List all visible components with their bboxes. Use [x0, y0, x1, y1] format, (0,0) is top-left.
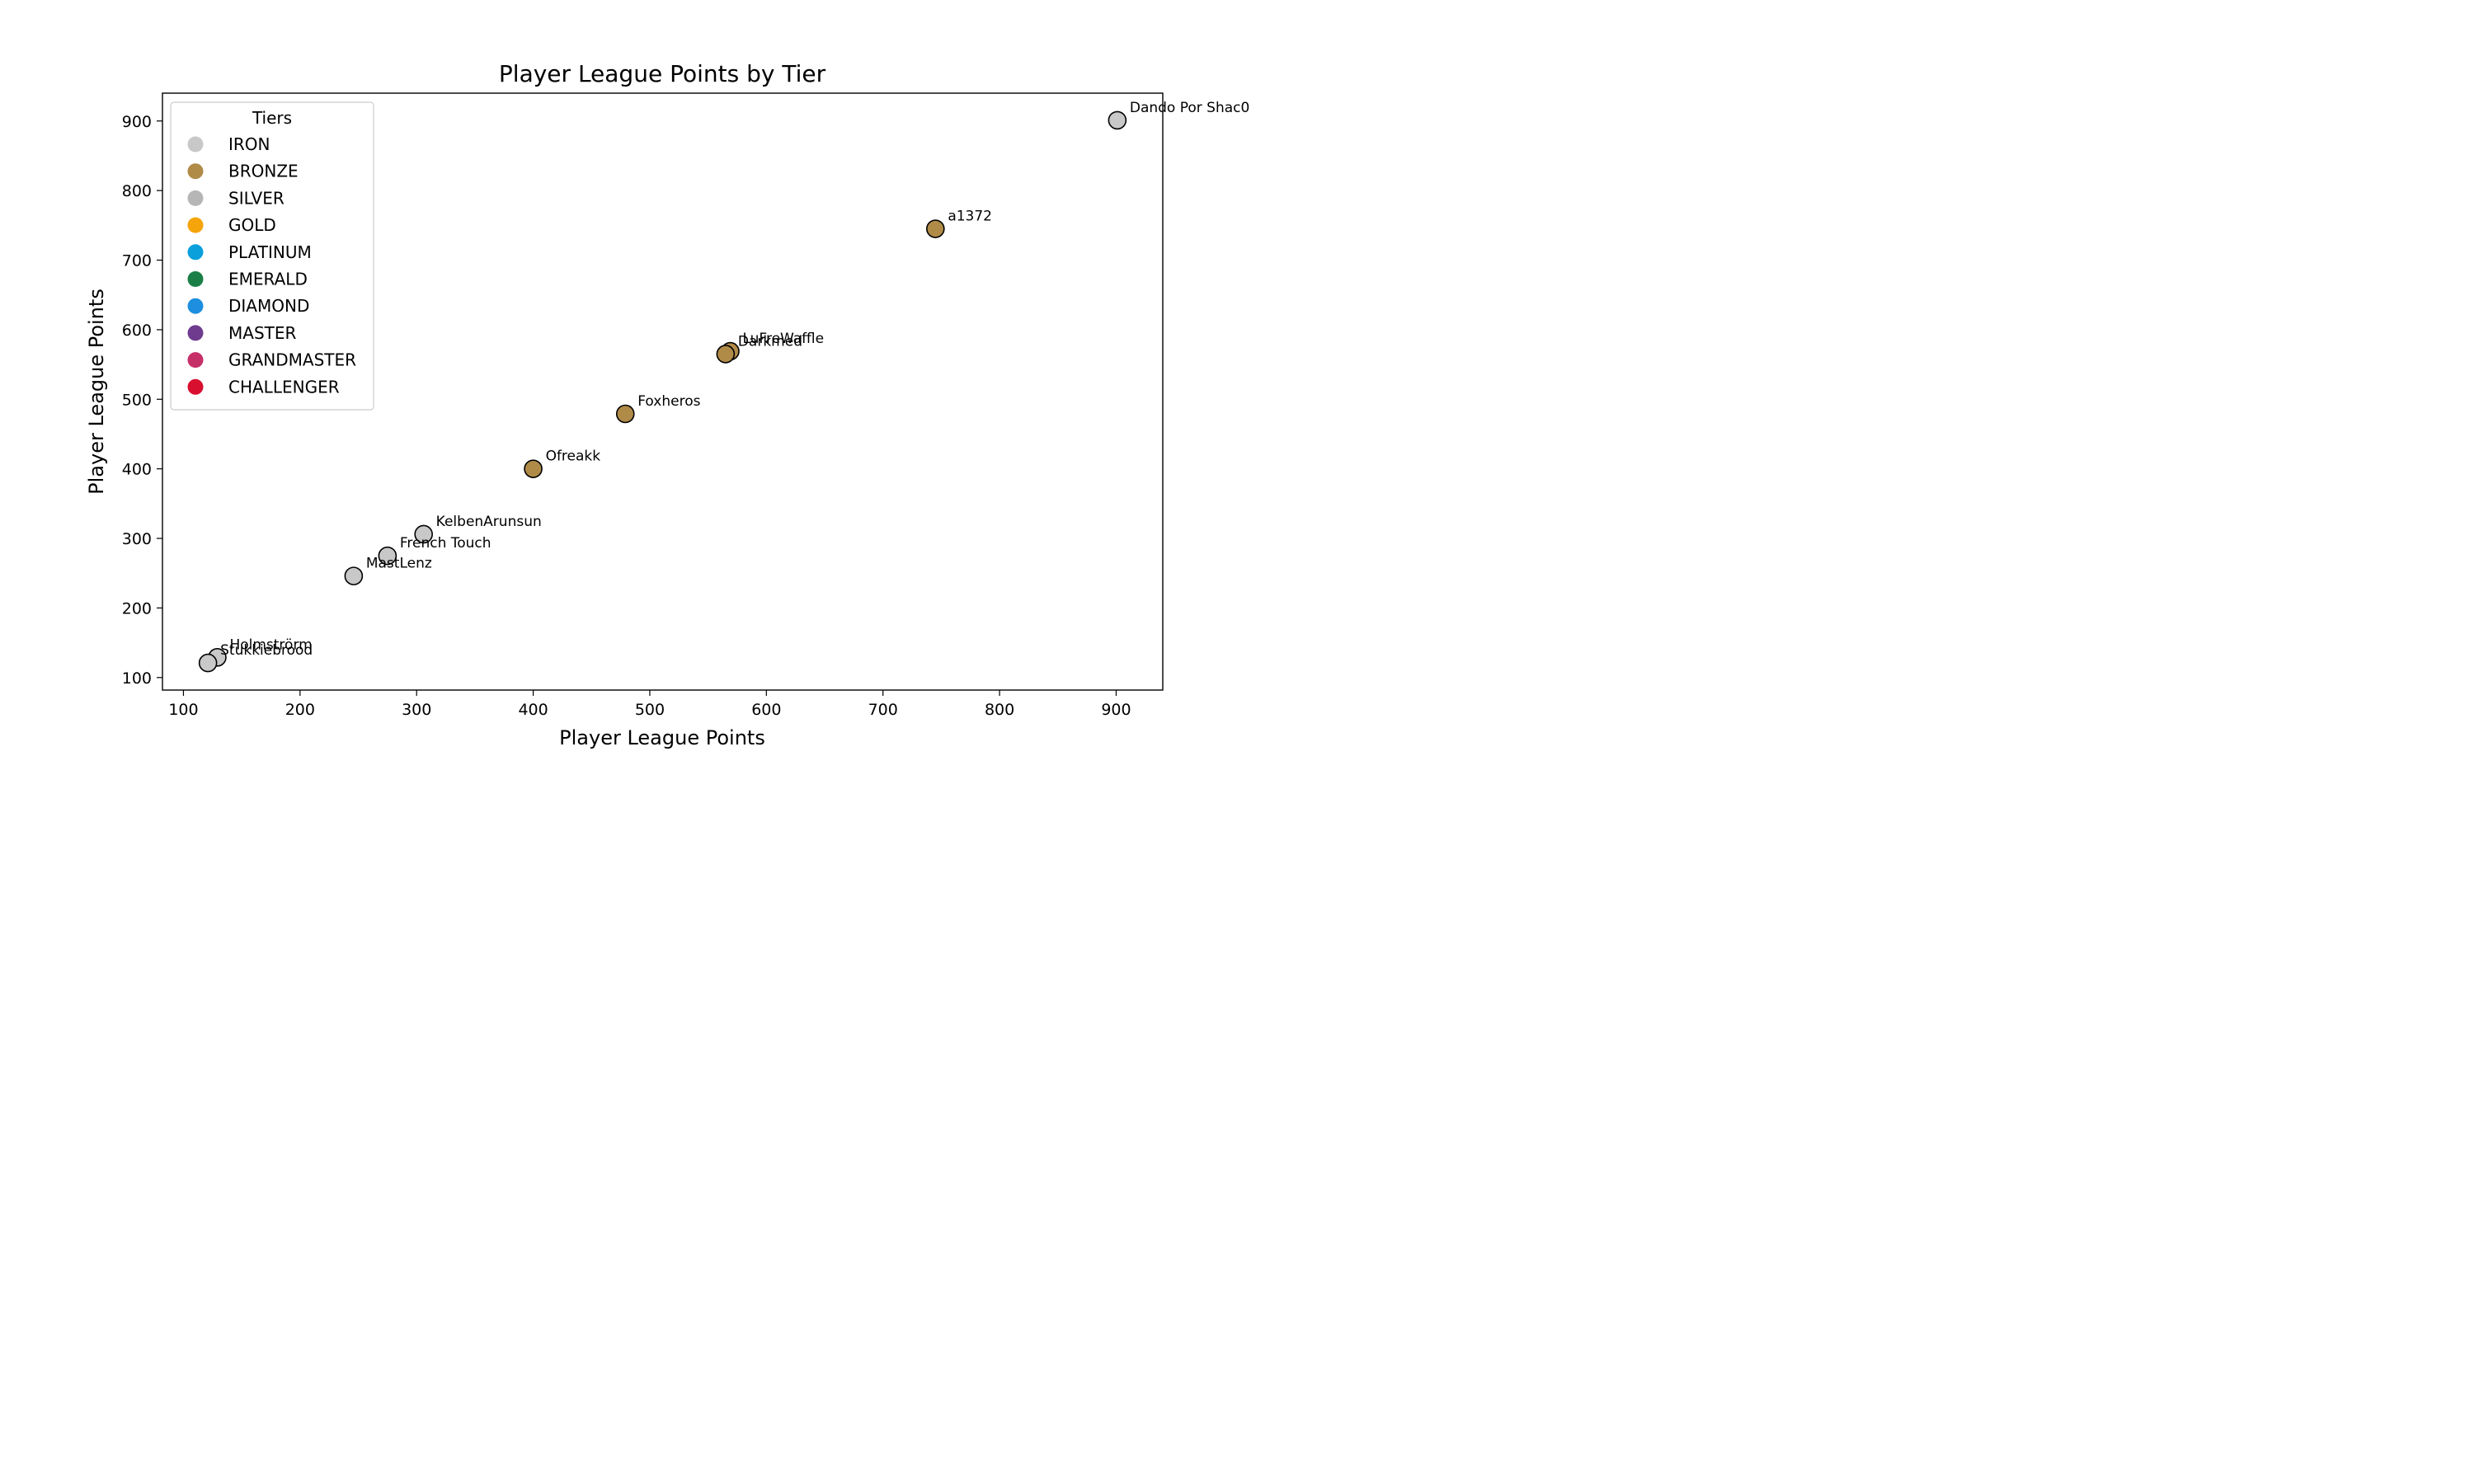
- x-tick-label: 400: [518, 701, 548, 719]
- point-label: Holmströrm: [229, 636, 312, 653]
- x-tick-label: 700: [868, 701, 898, 719]
- legend-marker: [187, 136, 204, 153]
- legend-entry-label: SILVER: [228, 188, 285, 208]
- legend-entry-label: GOLD: [228, 215, 276, 235]
- x-tick-label: 600: [751, 701, 781, 719]
- y-tick-label: 600: [122, 322, 152, 340]
- legend-marker: [187, 352, 204, 369]
- legend-entry-label: EMERALD: [228, 270, 308, 289]
- data-point: [198, 653, 218, 673]
- data-point: [524, 459, 543, 478]
- data-point: [378, 546, 397, 566]
- legend-marker: [187, 271, 204, 287]
- x-tick-label: 800: [985, 701, 1014, 719]
- axis-ticks: 100 200 300 400 500 600 700 800 900 100 200 300 400 5…: [122, 113, 1131, 719]
- legend-entry-label: DIAMOND: [228, 296, 309, 316]
- point-label: Darkmed: [738, 333, 802, 350]
- y-tick-label: 800: [122, 182, 152, 200]
- legend-marker: [187, 244, 204, 261]
- legend-marker: [187, 190, 204, 206]
- legend-marker: [187, 378, 204, 395]
- point-label: Stukkiebrood: [220, 642, 313, 659]
- point-label: Dando Por Shac0: [1130, 100, 1249, 116]
- data-point: [344, 566, 364, 585]
- point-label: Foxheros: [637, 393, 700, 410]
- legend-entry-label: BRONZE: [228, 162, 299, 181]
- scatter-chart: Player League Points by Tier Dando Por S…: [0, 0, 1280, 772]
- y-axis-label: Player League Points: [85, 289, 108, 495]
- point-label: KelbenArunsun: [436, 514, 542, 530]
- point-label: French Touch: [400, 535, 492, 552]
- x-tick-label: 300: [402, 701, 431, 719]
- legend-title: Tiers: [252, 108, 292, 128]
- chart-container: Player League Points by Tier Dando Por S…: [0, 0, 1280, 772]
- legend-entry-label: PLATINUM: [228, 242, 312, 262]
- y-tick-label: 700: [122, 252, 152, 270]
- x-tick-label: 200: [285, 701, 315, 719]
- point-label: MastLenz: [366, 556, 432, 572]
- legend: Tiers IRON BRONZE SILVER GOLD PLATINUM EMERALD…: [170, 101, 374, 411]
- data-point: [926, 219, 945, 238]
- legend-entry-label: IRON: [228, 134, 270, 154]
- y-tick-label: 900: [122, 113, 152, 131]
- legend-marker: [187, 325, 204, 341]
- legend-marker: [187, 298, 204, 314]
- chart-title: Player League Points by Tier: [499, 60, 826, 87]
- data-point: [1108, 110, 1127, 130]
- axes-frame: [162, 92, 1164, 691]
- legend-marker: [187, 163, 204, 180]
- x-tick-label: 500: [635, 701, 665, 719]
- point-label: Ofreakk: [546, 448, 601, 465]
- legend-marker: [187, 217, 204, 233]
- legend-entry-label: GRANDMASTER: [228, 350, 356, 370]
- y-tick-label: 200: [122, 599, 152, 618]
- data-point: [414, 524, 433, 544]
- data-point: [716, 345, 736, 364]
- y-tick-label: 400: [122, 461, 152, 479]
- point-label: a1372: [948, 209, 992, 225]
- point-label: LuFreWaffle: [742, 331, 824, 347]
- legend-entry-label: CHALLENGER: [228, 377, 340, 397]
- data-point: [615, 404, 635, 424]
- x-axis-label: Player League Points: [559, 726, 765, 749]
- y-tick-label: 100: [122, 669, 152, 688]
- x-tick-label: 900: [1101, 701, 1131, 719]
- y-tick-label: 500: [122, 391, 152, 409]
- legend-entry-label: MASTER: [228, 323, 296, 343]
- x-tick-label: 100: [168, 701, 198, 719]
- y-tick-label: 300: [122, 530, 152, 548]
- legend-box: [170, 101, 374, 411]
